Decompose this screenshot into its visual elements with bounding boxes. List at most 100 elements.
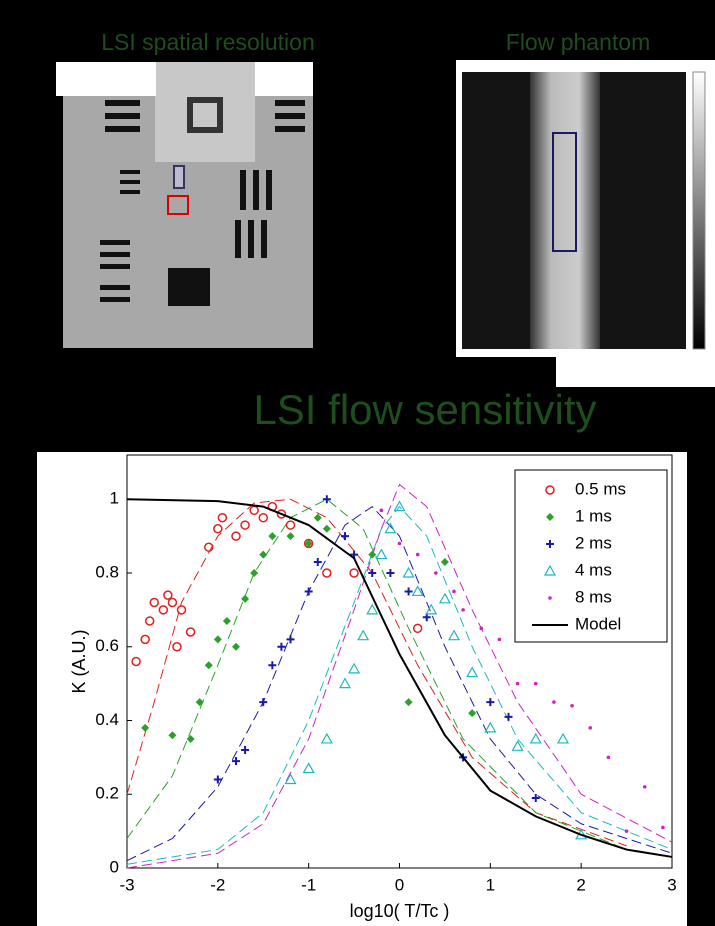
point xyxy=(411,585,424,597)
point xyxy=(438,592,451,604)
point xyxy=(241,594,250,603)
point xyxy=(425,603,438,615)
point xyxy=(258,512,268,523)
point xyxy=(366,603,379,615)
point xyxy=(168,731,177,740)
y-tick-label: 0 xyxy=(110,857,119,876)
point xyxy=(375,548,388,560)
point xyxy=(144,616,155,626)
point xyxy=(570,703,574,708)
point xyxy=(276,509,287,519)
point xyxy=(486,698,495,707)
legend-label: 2 ms xyxy=(575,533,612,552)
point xyxy=(167,597,178,608)
phantom-image xyxy=(456,60,715,387)
point xyxy=(277,642,286,651)
point xyxy=(511,740,524,751)
point xyxy=(141,723,150,732)
point xyxy=(250,569,259,577)
point xyxy=(531,793,540,802)
point xyxy=(452,589,456,594)
legend-label: Model xyxy=(575,614,621,633)
point xyxy=(368,569,377,577)
point xyxy=(479,626,484,631)
point xyxy=(195,698,204,707)
model-line xyxy=(126,498,673,858)
x-tick-label: 1 xyxy=(486,875,495,894)
point xyxy=(222,616,231,625)
point xyxy=(313,513,322,522)
point xyxy=(232,642,240,651)
point xyxy=(322,524,331,533)
x-tick-label: -1 xyxy=(301,875,316,894)
point xyxy=(286,635,295,644)
point xyxy=(259,550,268,559)
point xyxy=(461,608,465,612)
point xyxy=(204,542,214,552)
legend-marker xyxy=(545,485,555,495)
point xyxy=(384,522,397,534)
x-tick-label: 0 xyxy=(395,875,404,894)
point xyxy=(661,825,665,830)
point xyxy=(422,613,431,622)
point xyxy=(322,495,331,504)
point xyxy=(588,726,593,730)
point xyxy=(386,569,395,577)
x-tick-label: 3 xyxy=(667,875,676,894)
point xyxy=(504,712,513,721)
y-tick-label: 0.8 xyxy=(95,562,119,581)
legend-marker xyxy=(546,513,554,521)
point xyxy=(440,557,449,566)
point xyxy=(213,524,223,534)
point xyxy=(286,532,295,541)
point xyxy=(186,734,195,743)
point xyxy=(349,568,359,578)
point xyxy=(204,661,213,670)
point xyxy=(341,532,349,541)
point xyxy=(320,732,333,744)
point xyxy=(131,656,141,667)
x-axis-label: log10( T/Tc ) xyxy=(350,901,450,921)
point xyxy=(624,829,629,833)
point xyxy=(213,635,222,644)
fit-line xyxy=(126,505,673,862)
point xyxy=(415,552,420,557)
fit-line xyxy=(126,483,673,869)
point xyxy=(172,642,182,652)
point xyxy=(484,721,497,733)
point xyxy=(529,732,542,744)
point xyxy=(285,520,296,530)
point xyxy=(552,700,556,704)
point xyxy=(556,732,570,744)
point xyxy=(379,508,384,513)
point xyxy=(217,512,228,523)
legend-label: 0.5 ms xyxy=(575,479,626,498)
point xyxy=(497,637,502,642)
y-tick-label: 0.4 xyxy=(95,710,119,729)
panel-title: Flow phantom xyxy=(506,29,650,55)
point xyxy=(268,661,277,670)
point xyxy=(434,571,438,575)
point xyxy=(304,587,313,596)
point xyxy=(402,566,415,578)
x-tick-label: -2 xyxy=(210,875,225,894)
point xyxy=(240,520,250,530)
point xyxy=(642,785,647,789)
legend-label: 4 ms xyxy=(575,560,612,579)
x-tick-label: 2 xyxy=(576,875,585,894)
point xyxy=(533,681,538,686)
point xyxy=(140,634,150,645)
point xyxy=(468,709,477,718)
point xyxy=(259,698,268,707)
point xyxy=(466,666,479,678)
point xyxy=(447,629,461,641)
point xyxy=(241,746,250,754)
y-tick-label: 0.2 xyxy=(95,784,119,803)
point xyxy=(163,590,173,600)
legend-box xyxy=(514,469,668,643)
fit-line xyxy=(126,505,673,865)
legend-marker xyxy=(543,564,557,576)
point xyxy=(397,541,402,546)
legend-marker xyxy=(548,596,552,600)
